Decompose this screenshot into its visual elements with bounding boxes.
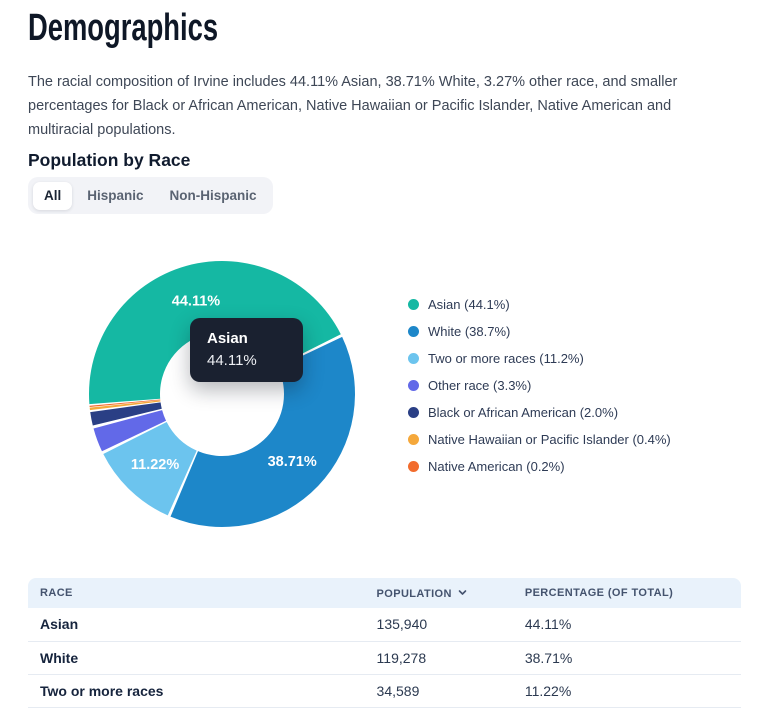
page-title: Demographics — [28, 7, 219, 49]
legend-label: Two or more races (11.2%) — [428, 351, 584, 366]
population-donut-chart: 44.11% 38.71% 11.22% Asian 44.11% Asian (4… — [28, 214, 741, 546]
column-header-population[interactable]: POPULATION — [364, 578, 513, 608]
cell-population: 135,940 — [364, 608, 513, 642]
slice-label-two-or-more-races: 11.22% — [131, 457, 179, 473]
legend-label: Black or African American (2.0%) — [428, 405, 619, 420]
cell-percentage: 44.11% — [512, 608, 741, 642]
column-header-race[interactable]: RACE — [28, 578, 365, 608]
slice-label-asian: 44.11% — [172, 294, 220, 310]
cell-population: 34,589 — [364, 674, 513, 708]
cell-race: Asian — [28, 608, 365, 642]
legend-label: Native American (0.2%) — [428, 459, 565, 474]
tooltip-series-name: Asian — [207, 330, 248, 347]
legend-item-asian[interactable]: Asian (44.1%) — [408, 296, 680, 313]
race-table: RACE POPULATION PERCENTAGE (OF TOTAL) As… — [28, 578, 741, 708]
donut-slice-native-hawaiian-or-pacific-islander[interactable] — [89, 400, 161, 411]
legend-color-dot — [408, 461, 419, 472]
legend-color-dot — [408, 407, 419, 418]
donut-slice-two-or-more-races[interactable] — [103, 421, 197, 516]
legend-label: White (38.7%) — [428, 324, 511, 339]
donut-slice-asian[interactable] — [88, 260, 341, 405]
donut-chart-svg: 44.11% 38.71% 11.22% — [88, 260, 355, 527]
cell-population: 119,278 — [364, 641, 513, 675]
legend-item-other-race[interactable]: Other race (3.3%) — [408, 377, 680, 394]
legend-color-dot — [408, 353, 419, 364]
cell-percentage: 11.22% — [512, 674, 741, 708]
legend-item-native-american[interactable]: Native American (0.2%) — [408, 458, 680, 475]
legend-item-two-or-more-races[interactable]: Two or more races (11.2%) — [408, 350, 680, 367]
table-row-two-or-more-races: Two or more races 34,589 11.22% — [28, 674, 741, 708]
donut-slice-black-or-african-american[interactable] — [90, 402, 162, 426]
legend-color-dot — [408, 326, 419, 337]
tooltip-value: 44.11% — [207, 352, 257, 369]
legend-color-dot — [408, 380, 419, 391]
table-row-white: White 119,278 38.71% — [28, 641, 741, 675]
cell-race: Two or more races — [28, 674, 365, 708]
donut-slice-white[interactable] — [170, 336, 355, 527]
legend-label: Other race (3.3%) — [428, 378, 532, 393]
cell-race: White — [28, 641, 365, 675]
tab-hispanic[interactable]: Hispanic — [76, 182, 154, 210]
legend-item-white[interactable]: White (38.7%) — [408, 323, 680, 340]
legend-color-dot — [408, 299, 419, 310]
legend-label: Asian (44.1%) — [428, 297, 510, 312]
chart-legend: Asian (44.1%) White (38.7%) Two or more ra… — [408, 296, 680, 475]
tab-non-hispanic[interactable]: Non-Hispanic — [159, 182, 268, 210]
legend-color-dot — [408, 434, 419, 445]
chart-tooltip: Asian 44.11% — [190, 318, 303, 382]
donut-slice-native-american[interactable] — [89, 399, 161, 408]
donut-slice-other-race[interactable] — [93, 410, 167, 452]
table-row-asian: Asian 135,940 44.11% — [28, 608, 741, 642]
table-header-row: RACE POPULATION PERCENTAGE (OF TOTAL) — [28, 578, 741, 608]
legend-item-native-hawaiian-or-pacific-islander[interactable]: Native Hawaiian or Pacific Islander (0.4… — [408, 431, 680, 448]
chevron-down-icon — [458, 589, 467, 595]
legend-label: Native Hawaiian or Pacific Islander (0.4… — [428, 432, 671, 447]
legend-item-black-or-african-american[interactable]: Black or African American (2.0%) — [408, 404, 680, 421]
cell-percentage: 38.71% — [512, 641, 741, 675]
column-header-percentage[interactable]: PERCENTAGE (OF TOTAL) — [512, 578, 741, 608]
tab-group: All Hispanic Non-Hispanic — [28, 177, 273, 214]
slice-label-white: 38.71% — [268, 454, 317, 470]
section-title: Population by Race — [28, 150, 191, 170]
page-description: The racial composition of Irvine include… — [28, 74, 678, 138]
tab-all[interactable]: All — [33, 181, 73, 210]
